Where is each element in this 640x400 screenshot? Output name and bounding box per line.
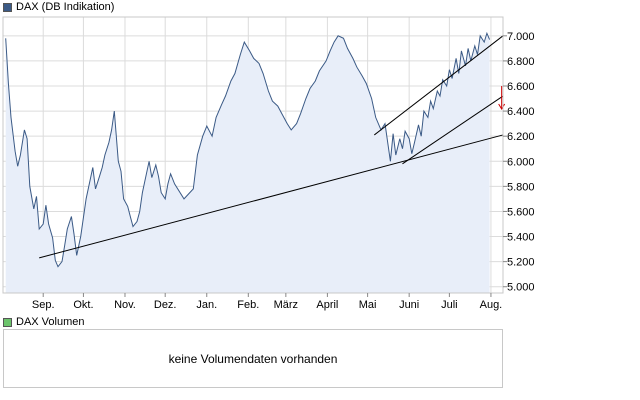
x-tick-label: Dez. bbox=[154, 299, 177, 311]
price-legend-label: DAX (DB Indikation) bbox=[16, 1, 115, 13]
y-tick-label: 6.400 bbox=[507, 106, 535, 118]
volume-legend-label: DAX Volumen bbox=[16, 316, 85, 328]
y-tick-label: 5.800 bbox=[507, 181, 535, 193]
y-tick-label: 6.800 bbox=[507, 56, 535, 68]
annotations bbox=[498, 86, 506, 110]
volume-legend: DAX Volumen bbox=[3, 316, 84, 328]
y-tick-label: 6.600 bbox=[507, 81, 535, 93]
price-legend: DAX (DB Indikation) bbox=[3, 1, 114, 13]
trendline bbox=[374, 35, 504, 136]
volume-empty-message: keine Volumendaten vorhanden bbox=[168, 352, 338, 366]
y-tick-label: 5.000 bbox=[507, 282, 535, 294]
y-axis: 5.000 5.200 5.400 5.600 5.800 6.000 6.200 6.400… bbox=[503, 31, 535, 294]
plot-frame bbox=[2, 16, 504, 294]
price-area bbox=[5, 33, 490, 294]
x-tick-label: März bbox=[274, 299, 298, 311]
y-tick-label: 5.200 bbox=[507, 257, 535, 269]
price-legend-swatch bbox=[3, 2, 12, 12]
x-tick-label: Jan. bbox=[196, 299, 217, 311]
y-tick-label: 6.000 bbox=[507, 156, 535, 168]
x-tick-label: Nov. bbox=[114, 299, 136, 311]
y-tick-label: 5.400 bbox=[507, 232, 535, 244]
x-tick-label: Aug. bbox=[480, 299, 503, 311]
x-tick-label: Juli bbox=[441, 299, 458, 311]
price-line bbox=[5, 31, 491, 268]
x-tick-label: Mai bbox=[359, 299, 377, 311]
y-tick-label: 6.200 bbox=[507, 131, 535, 143]
x-axis: Sep. Okt. Nov. Dez. Jan. Feb. März April Mai Juni… bbox=[32, 293, 502, 311]
x-tick-label: Okt. bbox=[73, 299, 93, 311]
y-tick-label: 5.600 bbox=[507, 206, 535, 218]
x-tick-label: Juni bbox=[399, 299, 419, 311]
x-tick-label: April bbox=[316, 299, 338, 311]
y-tick-label: 7.000 bbox=[507, 31, 535, 43]
trendline bbox=[402, 95, 504, 165]
x-tick-label: Feb. bbox=[237, 299, 259, 311]
x-tick-label: Sep. bbox=[32, 299, 55, 311]
trendline bbox=[39, 134, 504, 259]
volume-legend-swatch bbox=[3, 317, 12, 327]
arrow-down-annotation bbox=[498, 86, 506, 110]
trendlines bbox=[39, 35, 504, 259]
volume-panel: keine Volumendaten vorhanden bbox=[3, 329, 503, 388]
